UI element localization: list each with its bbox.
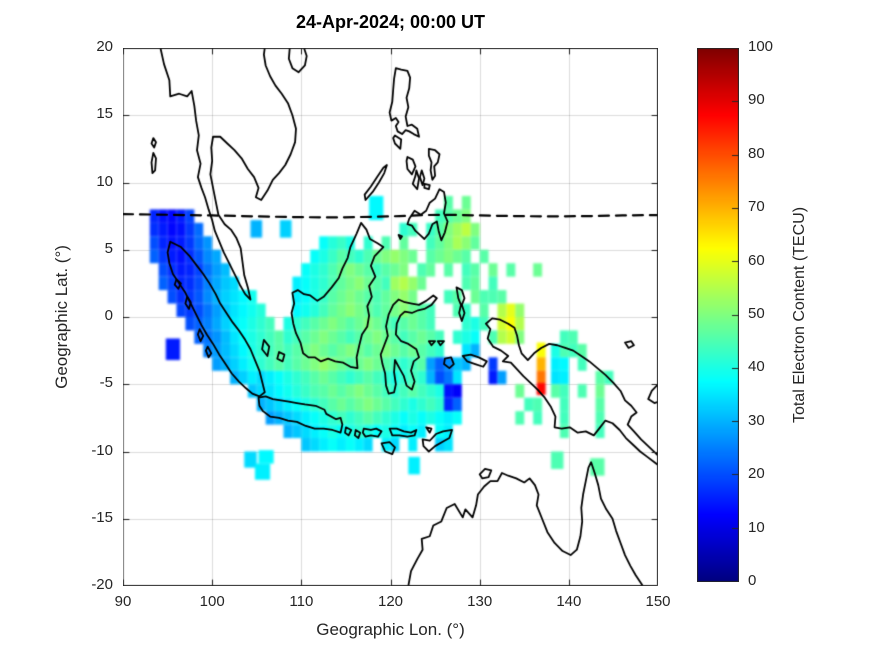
colorbar-tick-label: 10 (748, 518, 765, 536)
colorbar-tick-label: 60 (748, 251, 765, 269)
x-tick-label: 150 (645, 593, 671, 610)
colorbar-tick-label: 0 (748, 572, 757, 589)
map-plot-area (123, 48, 658, 586)
colorbar-tick-label: 70 (748, 198, 765, 216)
colorbar-gradient-canvas (697, 48, 739, 582)
x-tick-label: 130 (467, 593, 493, 610)
plot-title: 24-Apr-2024; 00:00 UT (295, 12, 486, 32)
y-tick-label: 5 (104, 239, 113, 257)
colorbar-tick-label: 80 (748, 144, 765, 162)
x-axis-label: Geographic Lon. (°) (316, 620, 465, 639)
x-tick-label: 120 (377, 593, 404, 610)
colorbar-tick-label: 30 (748, 411, 765, 429)
colorbar-label: Total Electron Content (TECU) (791, 206, 808, 424)
y-tick-label: 15 (96, 105, 113, 123)
x-tick-label: 90 (114, 593, 132, 610)
colorbar-tick-label: 90 (748, 91, 765, 109)
y-tick-label: 10 (96, 172, 113, 190)
y-axis-label: Geographic Lat. (°) (52, 245, 71, 389)
colorbar-tick-label: 40 (748, 358, 765, 376)
colorbar-tick-label: 20 (748, 465, 765, 483)
y-tick-label: 20 (96, 38, 113, 55)
colorbar-tick-label: 100 (748, 38, 774, 55)
x-tick-label: 140 (556, 593, 582, 610)
y-tick-label: -10 (91, 441, 113, 459)
x-tick-label: 100 (199, 593, 225, 610)
coastline-overlay-canvas (123, 48, 658, 586)
y-tick-label: 0 (104, 307, 113, 324)
colorbar (697, 48, 739, 582)
y-tick-label: -20 (91, 576, 113, 593)
colorbar-tick-label: 50 (748, 305, 765, 322)
x-tick-label: 110 (289, 593, 314, 610)
y-tick-label: -5 (99, 374, 113, 392)
y-tick-label: -15 (91, 508, 113, 526)
